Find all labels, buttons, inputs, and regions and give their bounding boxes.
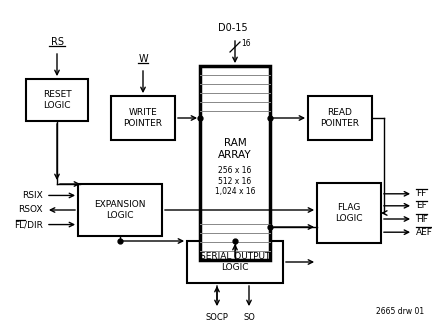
- Text: 2665 drw 01: 2665 drw 01: [376, 307, 424, 316]
- Text: W: W: [138, 54, 148, 64]
- Text: D0-15: D0-15: [218, 23, 248, 33]
- Text: RAM
ARRAY: RAM ARRAY: [218, 138, 252, 160]
- Text: SERIAL OUTPUT
LOGIC: SERIAL OUTPUT LOGIC: [200, 252, 270, 272]
- Text: FF: FF: [416, 189, 426, 198]
- Bar: [187, 241, 283, 283]
- Text: SOCP: SOCP: [206, 313, 229, 322]
- Text: FL/DIR: FL/DIR: [14, 220, 43, 229]
- Text: 256 x 16
512 x 16
1,024 x 16: 256 x 16 512 x 16 1,024 x 16: [215, 166, 255, 196]
- Text: EF: EF: [416, 201, 427, 210]
- Text: HF: HF: [416, 215, 428, 224]
- Bar: [78, 184, 162, 236]
- Text: SO: SO: [243, 313, 255, 322]
- Text: 16: 16: [241, 39, 251, 49]
- Text: RESET
LOGIC: RESET LOGIC: [43, 90, 71, 110]
- Text: AEF: AEF: [416, 228, 432, 237]
- Bar: [111, 96, 175, 140]
- Text: EXPANSION
LOGIC: EXPANSION LOGIC: [94, 200, 146, 220]
- Bar: [308, 96, 372, 140]
- Bar: [200, 66, 270, 260]
- Text: FLAG
LOGIC: FLAG LOGIC: [335, 203, 363, 223]
- Text: RS: RS: [51, 37, 64, 47]
- Text: RSOX: RSOX: [19, 205, 43, 215]
- Text: WRITE
POINTER: WRITE POINTER: [124, 108, 162, 128]
- Text: READ
POINTER: READ POINTER: [321, 108, 359, 128]
- Text: RSIX: RSIX: [22, 191, 43, 200]
- Bar: [317, 183, 381, 243]
- Bar: [26, 79, 88, 121]
